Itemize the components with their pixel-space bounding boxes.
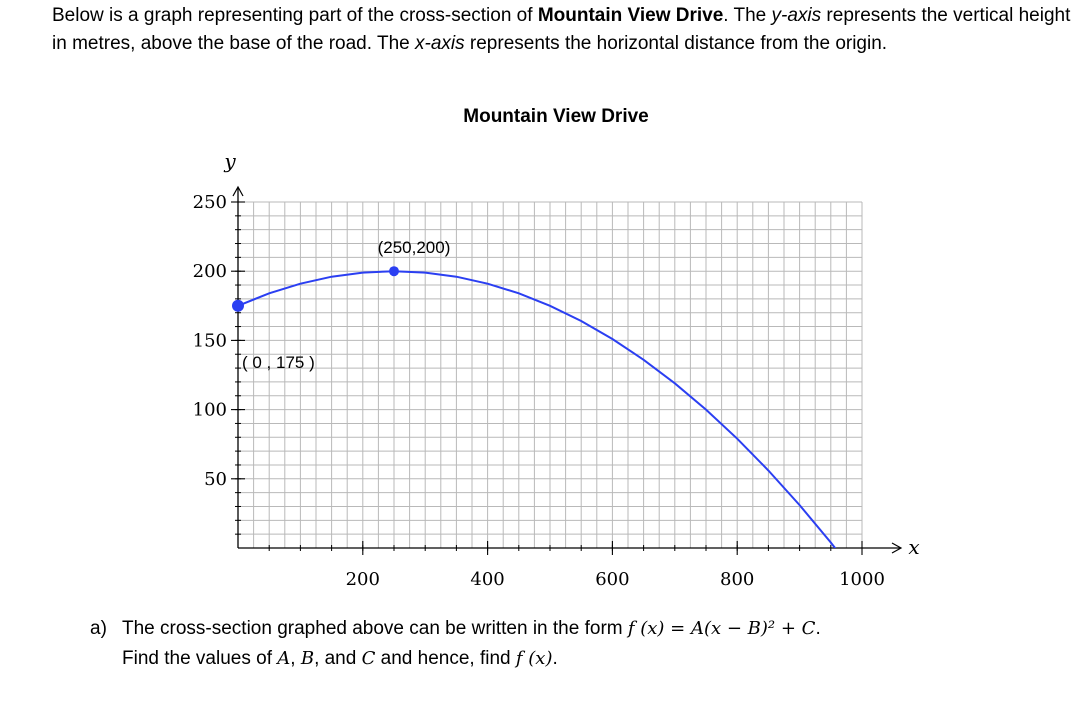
var-b: B: [300, 648, 315, 669]
question-text: .: [815, 618, 821, 639]
intro-part: Below is a graph representing part of th…: [52, 5, 538, 26]
y-tick-label: 200: [193, 261, 227, 282]
y-axis-label: y: [223, 149, 236, 173]
x-tick-label: 400: [470, 569, 504, 590]
intro-text: Below is a graph representing part of th…: [52, 2, 1072, 58]
grid: [238, 201, 863, 548]
series-line: [237, 270, 837, 548]
question-line-1: a) The cross-section graphed above can be…: [90, 614, 1050, 644]
y-axis-term: y-axis: [771, 5, 822, 26]
y-tick-label: 150: [193, 330, 227, 351]
x-tick-label: 200: [346, 569, 380, 590]
intro-part: represents the horizontal distance from …: [464, 33, 888, 54]
road-name: Mountain View Drive: [537, 5, 724, 26]
y-axis-arrow: [232, 185, 244, 197]
y-tick-label: 50: [204, 469, 227, 490]
question-line-2: Find the values of A, B, and C and hence…: [90, 644, 1050, 674]
question-text: .: [552, 648, 558, 669]
data-point: [232, 299, 244, 312]
question-label: a): [90, 618, 107, 639]
f-of-x: f (x): [515, 648, 553, 669]
intro-part: represents the vertical height in metres…: [52, 5, 1071, 54]
chart-title: Mountain View Drive: [463, 106, 648, 127]
x-axis-term: x-axis: [415, 33, 465, 54]
x-tick-label: 1000: [839, 569, 885, 590]
question-text: The cross-section graphed above can be w…: [122, 618, 628, 639]
var-c: C: [361, 648, 376, 669]
x-tick-label: 600: [595, 569, 629, 590]
intro-part: . The: [723, 5, 772, 26]
question-text: Find the values of: [122, 648, 278, 669]
question-text: ,: [290, 648, 301, 669]
y-tick-label: 250: [193, 192, 227, 213]
function-form: f (x) = A(x − B)² + C: [627, 618, 816, 639]
x-tick-label: 800: [720, 569, 754, 590]
point-label: (250,200): [378, 238, 451, 257]
question-text: , and: [314, 648, 362, 669]
var-a: A: [277, 648, 291, 669]
data-point: [389, 266, 399, 277]
point-label: ( 0 , 175 ): [242, 353, 315, 372]
question-a: a) The cross-section graphed above can be…: [90, 614, 1050, 674]
question-text: and hence, find: [375, 648, 516, 669]
x-axis-arrow: [891, 542, 903, 554]
y-tick-label: 100: [193, 400, 227, 421]
x-axis-label: x: [908, 535, 919, 559]
